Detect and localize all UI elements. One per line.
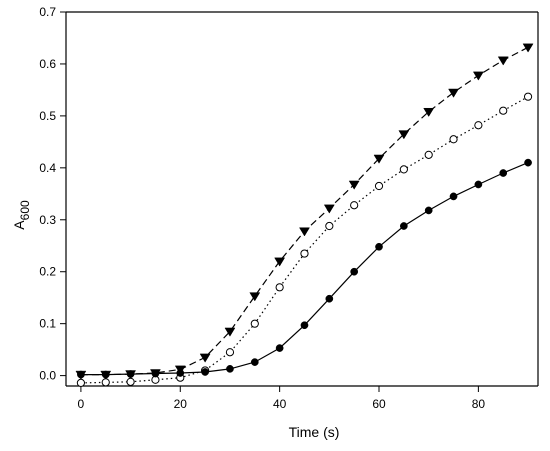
- x-axis-title: Time (s): [289, 424, 340, 440]
- data-point-open-circle: [424, 150, 433, 159]
- data-point-filled-circle: [151, 369, 160, 378]
- series-markers: [75, 43, 534, 387]
- data-point-open-circle: [101, 378, 110, 387]
- x-tick-label: 20: [174, 397, 188, 411]
- data-point-triangle: [299, 227, 310, 237]
- data-point-triangle: [199, 353, 211, 363]
- data-point-open-circle: [275, 283, 284, 292]
- y-axis-title-main: A: [11, 220, 27, 230]
- data-point-open-circle: [499, 106, 508, 115]
- ticks: 0 20 40 60 80 0.0 0.1 0.2 0.3 0.4 0.5 0.6 0.7: [39, 5, 485, 411]
- data-point-open-circle: [474, 121, 483, 130]
- data-point-open-circle: [325, 221, 334, 231]
- data-point-open-circle: [76, 378, 86, 387]
- data-point-filled-circle: [176, 369, 185, 377]
- series-line: [80, 96, 529, 384]
- series-line: [80, 162, 529, 376]
- x-tick-label: 60: [372, 397, 386, 411]
- data-point-filled-circle: [499, 169, 508, 177]
- data-point-triangle: [348, 180, 360, 190]
- data-point-triangle: [373, 154, 385, 164]
- data-point-filled-circle: [449, 192, 458, 201]
- data-point-triangle: [224, 327, 236, 337]
- y-tick-label: 0.3: [39, 213, 56, 227]
- x-tick-label: 40: [273, 397, 287, 411]
- data-point-triangle: [323, 204, 335, 214]
- data-point-open-circle: [350, 201, 359, 210]
- y-axis-title: A600: [11, 200, 32, 230]
- data-point-filled-circle: [201, 368, 209, 376]
- y-tick-label: 0.5: [39, 109, 56, 123]
- x-tick-label: 0: [78, 397, 85, 411]
- data-point-filled-circle: [400, 222, 408, 230]
- data-point-filled-circle: [101, 370, 110, 379]
- data-point-filled-circle: [350, 267, 359, 276]
- data-point-triangle: [497, 56, 509, 66]
- data-point-filled-circle: [474, 180, 483, 189]
- data-point-open-circle: [225, 348, 235, 357]
- data-point-open-circle: [399, 165, 408, 174]
- data-point-filled-circle: [226, 365, 234, 373]
- y-tick-label: 0.1: [39, 317, 56, 331]
- axes: [65, 11, 539, 387]
- y-tick-label: 0.0: [39, 369, 56, 383]
- data-point-open-circle: [523, 92, 533, 101]
- series-lines: [80, 46, 529, 384]
- data-point-triangle: [398, 130, 410, 140]
- data-point-open-circle: [374, 181, 384, 191]
- y-tick-label: 0.6: [39, 57, 56, 71]
- data-point-triangle: [448, 88, 459, 98]
- data-point-open-circle: [126, 377, 135, 386]
- data-point-filled-circle: [375, 242, 383, 251]
- data-point-open-circle: [300, 249, 309, 258]
- y-axis-title-subscript: 600: [18, 200, 32, 220]
- data-point-filled-circle: [300, 321, 309, 330]
- data-point-filled-circle: [77, 370, 85, 379]
- data-point-filled-circle: [424, 206, 433, 215]
- y-tick-label: 0.4: [39, 161, 56, 175]
- data-point-filled-circle: [126, 370, 135, 378]
- y-tick-label: 0.7: [39, 5, 56, 19]
- data-point-filled-circle: [275, 344, 284, 352]
- data-point-triangle: [249, 292, 261, 302]
- data-point-triangle: [522, 43, 534, 53]
- data-point-triangle: [423, 107, 435, 117]
- data-point-open-circle: [250, 319, 259, 328]
- y-tick-label: 0.2: [39, 265, 56, 279]
- data-point-filled-circle: [250, 358, 259, 366]
- data-point-triangle: [274, 257, 286, 267]
- data-point-open-circle: [449, 135, 458, 144]
- data-point-triangle: [472, 71, 484, 81]
- x-tick-label: 80: [472, 397, 486, 411]
- data-point-filled-circle: [325, 294, 334, 303]
- data-point-filled-circle: [524, 158, 532, 167]
